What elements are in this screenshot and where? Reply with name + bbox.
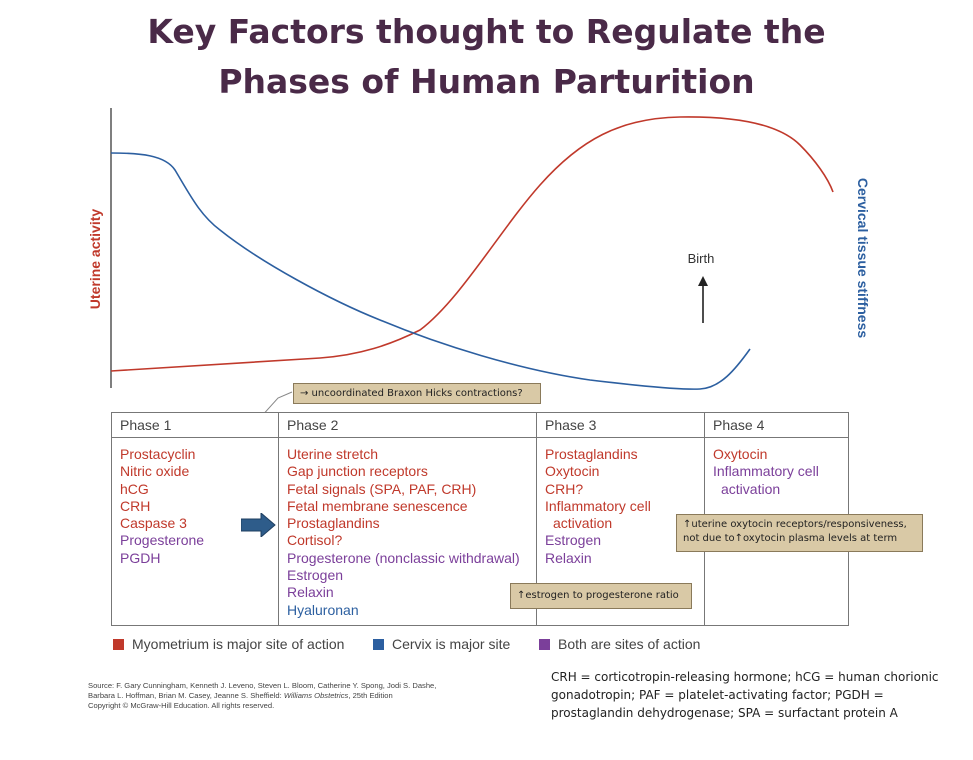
legend-swatch-red bbox=[113, 639, 124, 650]
legend-cervix: Cervix is major site bbox=[373, 636, 510, 652]
phase-1-column: Phase 1 Prostacyclin Nitric oxide hCG CRH Ca… bbox=[112, 413, 278, 625]
phase-1-factor: PGDH bbox=[120, 549, 161, 566]
phase-2-factor: Cortisol? bbox=[287, 532, 343, 549]
phase-2-factor: Estrogen bbox=[287, 567, 344, 584]
birth-label: Birth bbox=[688, 251, 715, 266]
phase-1-factor: Nitric oxide bbox=[120, 463, 190, 480]
legend-label: Cervix is major site bbox=[392, 636, 511, 652]
birth-arrow-icon bbox=[698, 276, 708, 323]
phases-table: Phase 1 Prostacyclin Nitric oxide hCG CRH Ca… bbox=[111, 412, 849, 626]
uterine-activity-curve bbox=[110, 116, 834, 372]
source-line-3: Copyright © McGraw-Hill Education. All r… bbox=[88, 701, 275, 710]
title-line-1: Key Factors thought to Regulate the bbox=[147, 12, 826, 51]
phase-2-factor: Gap junction receptors bbox=[287, 463, 428, 480]
oxytocin-note: ↑uterine oxytocin receptors/responsivene… bbox=[676, 514, 923, 552]
phase-4-factor: activation bbox=[721, 480, 781, 497]
source-line-2: Barbara L. Hoffman, Brian M. Casey, Jean… bbox=[88, 691, 528, 701]
phase-3-factor: Estrogen bbox=[545, 532, 602, 549]
phase-3-factor: CRH? bbox=[545, 480, 584, 497]
phase-2-factor: Fetal signals (SPA, PAF, CRH) bbox=[287, 480, 477, 497]
phase-4-factor: Inflammatory cell bbox=[713, 463, 819, 480]
cervical-stiffness-curve bbox=[110, 152, 751, 390]
phase-3-factor: activation bbox=[553, 515, 613, 532]
phase-3-factor: Inflammatory cell bbox=[545, 497, 651, 514]
legend-both: Both are sites of action bbox=[539, 636, 700, 652]
phase-1-factor: Caspase 3 bbox=[120, 515, 187, 532]
phase-1-factor: CRH bbox=[120, 497, 151, 514]
phase-1-factor: Progesterone bbox=[120, 532, 205, 549]
phase-2-column: Phase 2 Uterine stretch Gap junction rece… bbox=[278, 413, 536, 625]
phase-3-column: Phase 3 Prostaglandins Oxytocin CRH? Inflam… bbox=[536, 413, 704, 625]
estrogen-ratio-note: ↑estrogen to progesterone ratio bbox=[510, 583, 692, 609]
legend-myometrium: Myometrium is major site of action bbox=[113, 636, 344, 652]
callout-connector bbox=[264, 391, 293, 412]
source-edition: , 25th Edition bbox=[348, 691, 393, 700]
phase-2-factor: Fetal membrane senescence bbox=[287, 497, 468, 514]
phase-3-list: Prostaglandins Oxytocin CRH? Inflammatory c… bbox=[537, 438, 704, 567]
legend-swatch-purple bbox=[539, 639, 550, 650]
phase-3-factor: Relaxin bbox=[545, 549, 592, 566]
source-citation: Source: F. Gary Cunningham, Kenneth J. L… bbox=[88, 681, 528, 711]
phase-3-factor: Oxytocin bbox=[545, 463, 600, 480]
phase-2-factor: Uterine stretch bbox=[287, 446, 379, 462]
oxytocin-note-line-1: ↑uterine oxytocin receptors/responsivene… bbox=[683, 519, 907, 530]
legend-swatch-blue bbox=[373, 639, 384, 650]
oxytocin-note-line-2: not due to↑oxytocin plasma levels at ter… bbox=[683, 533, 898, 544]
right-axis-label: Cervical tissue stiffness bbox=[855, 178, 871, 339]
regulation-diagram: Uterine activity Cervical tissue stiffne… bbox=[87, 108, 871, 412]
highlight-arrow-icon bbox=[241, 513, 276, 537]
phase-1-header: Phase 1 bbox=[112, 413, 278, 438]
phase-3-header: Phase 3 bbox=[537, 413, 704, 438]
phase-2-header: Phase 2 bbox=[279, 413, 536, 438]
legend-label: Myometrium is major site of action bbox=[132, 636, 345, 652]
braxton-hicks-note: → uncoordinated Braxon Hicks contraction… bbox=[293, 383, 541, 404]
phase-2-factor: Prostaglandins bbox=[287, 515, 380, 532]
phase-4-list: Oxytocin Inflammatory cell activation bbox=[705, 438, 848, 498]
source-line-1: Source: F. Gary Cunningham, Kenneth J. L… bbox=[88, 681, 437, 690]
source-book: Williams Obstetrics bbox=[283, 691, 349, 700]
phase-4-header: Phase 4 bbox=[705, 413, 848, 438]
phase-2-factor: Relaxin bbox=[287, 584, 334, 601]
phase-1-factor: Prostacyclin bbox=[120, 446, 196, 462]
phase-3-factor: Prostaglandins bbox=[545, 446, 638, 462]
abbreviations-note: CRH = corticotropin-releasing hormone; h… bbox=[551, 670, 939, 720]
phase-1-factor: hCG bbox=[120, 480, 149, 497]
phase-2-factor: Progesterone (nonclassic withdrawal) bbox=[287, 549, 520, 566]
phase-2-list: Uterine stretch Gap junction receptors Fet… bbox=[279, 438, 536, 619]
phase-2-factor: Hyaluronan bbox=[287, 601, 359, 618]
source-authors: Barbara L. Hoffman, Brian M. Casey, Jean… bbox=[88, 691, 284, 700]
legend-label: Both are sites of action bbox=[558, 636, 701, 652]
phase-4-factor: Oxytocin bbox=[713, 446, 768, 462]
left-axis-label: Uterine activity bbox=[87, 209, 103, 310]
title-line-2: Phases of Human Parturition bbox=[218, 62, 755, 101]
